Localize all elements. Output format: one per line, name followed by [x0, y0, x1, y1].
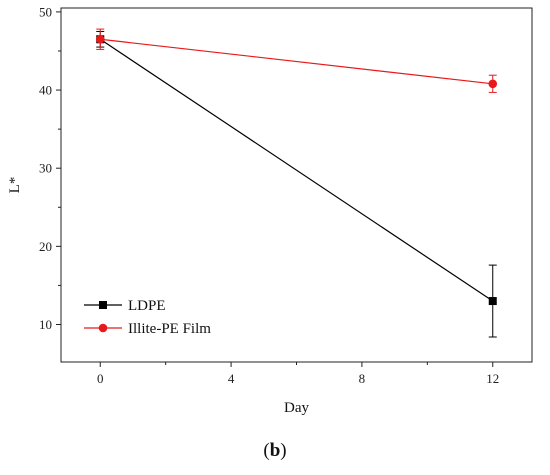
y-tick-label: 20	[39, 239, 52, 254]
series-line	[99, 38, 494, 302]
x-tick-label: 4	[228, 371, 235, 386]
y-tick-label: 40	[39, 83, 52, 98]
data-point-square	[488, 297, 497, 306]
legend-label: LDPE	[128, 298, 166, 314]
x-tick-label: 0	[97, 371, 104, 386]
legend: LDPE Illite-PE Film	[84, 298, 211, 337]
legend-marker-circle	[98, 323, 108, 333]
y-axis-title: L*	[7, 177, 23, 194]
series-layer	[95, 28, 498, 338]
legend-label: Illite-PE Film	[128, 321, 211, 337]
series-line	[100, 38, 493, 85]
figure-caption: (b)	[0, 440, 550, 462]
data-point-circle	[95, 34, 105, 44]
x-axis: 0 4 8 12	[97, 362, 499, 386]
caption-close-paren: )	[280, 440, 287, 461]
y-tick-label: 50	[39, 4, 52, 19]
caption-letter: b	[269, 440, 281, 461]
data-point-circle	[488, 79, 498, 89]
x-tick-label: 8	[359, 371, 366, 386]
y-tick-label: 30	[39, 161, 52, 176]
x-tick-label: 12	[486, 371, 499, 386]
y-tick-label: 10	[39, 317, 52, 332]
y-axis: 10 20 30 40 50	[39, 4, 61, 332]
caption-open-paren: (	[263, 440, 270, 461]
legend-marker-square	[99, 301, 107, 309]
x-axis-title: Day	[284, 400, 309, 416]
series-illite-pe-film	[95, 28, 498, 93]
